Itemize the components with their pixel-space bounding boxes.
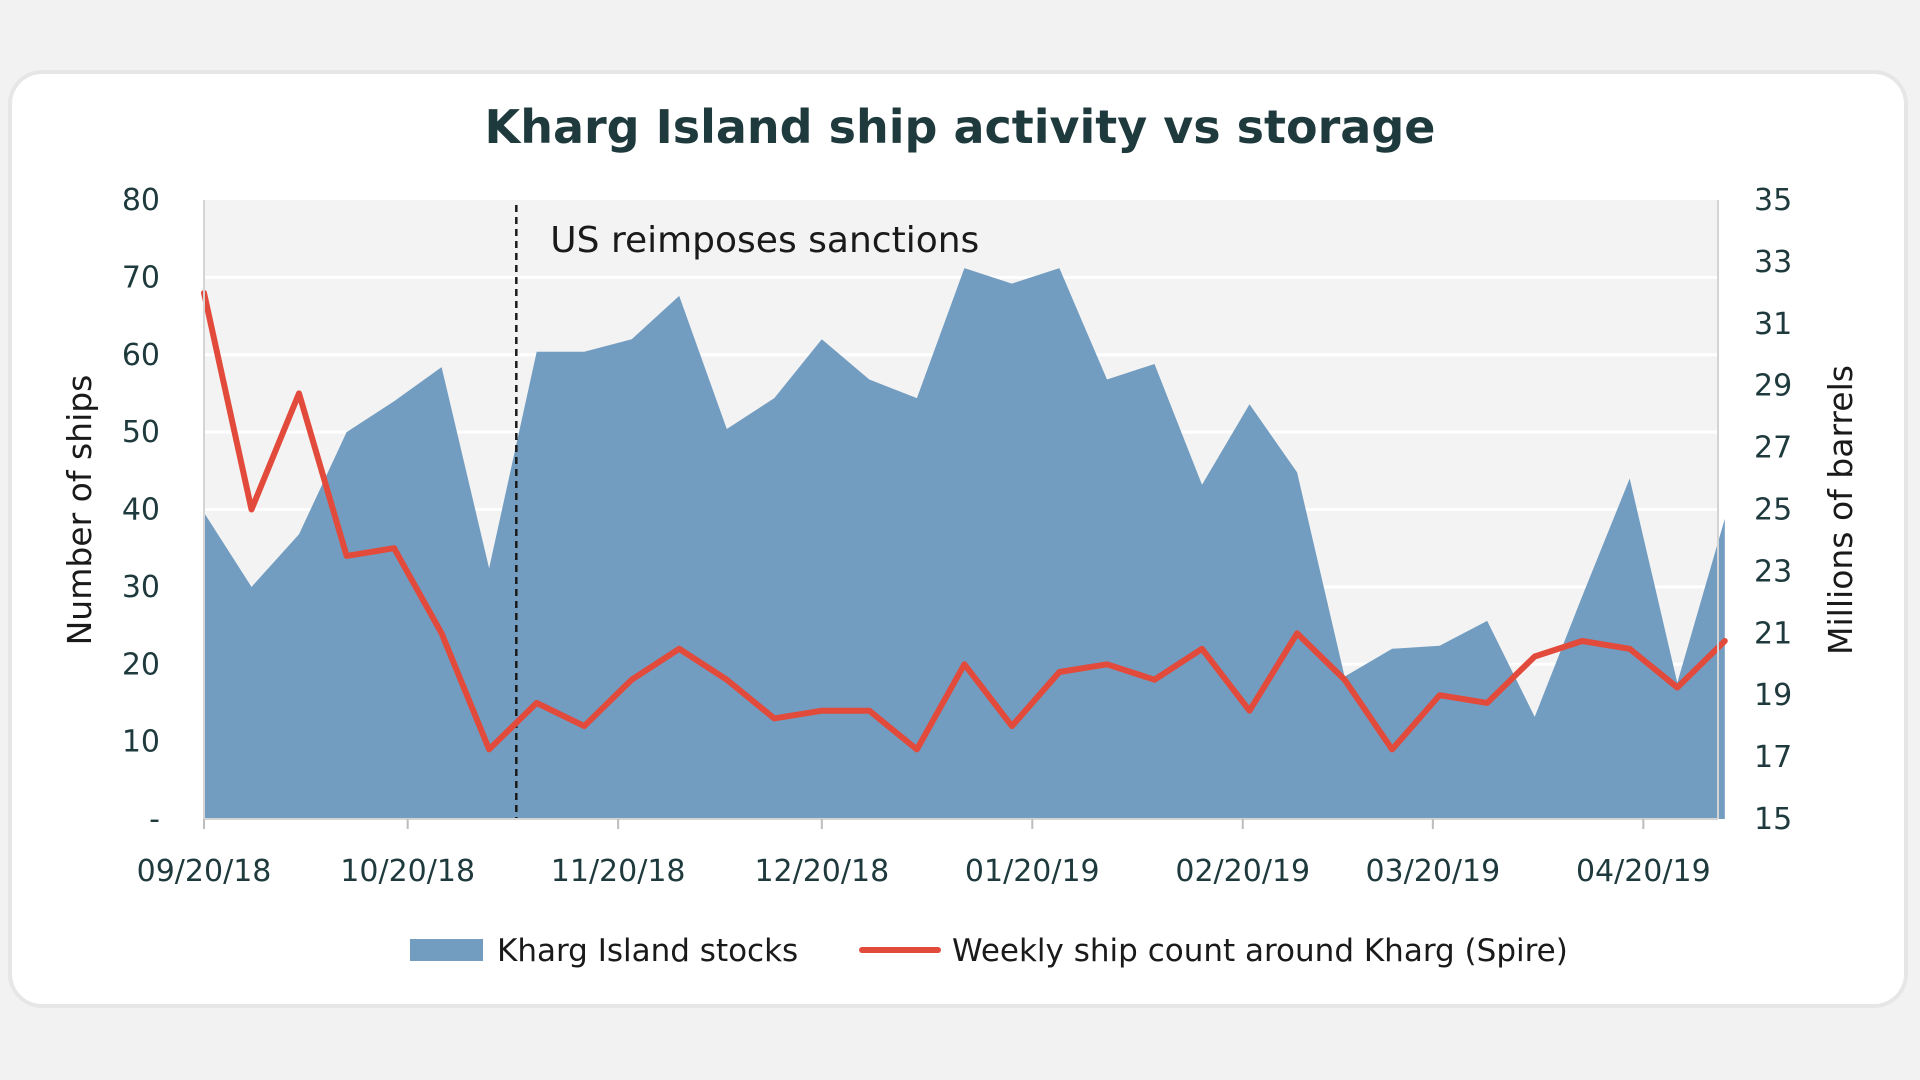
x-tick-label: 04/20/19 (1576, 854, 1711, 889)
chart-title: Kharg Island ship activity vs storage (485, 100, 1436, 154)
ship-count-line-layer (201, 289, 1728, 753)
legend: Kharg Island stocks Weekly ship count aro… (410, 933, 1568, 969)
y-right-tick-label: 31 (1754, 307, 1792, 342)
x-tick-label: 10/20/18 (340, 854, 475, 889)
y-right-tick-label: 27 (1754, 431, 1792, 466)
y-right-tick-label: 23 (1754, 554, 1792, 589)
y-right-tick-label: 33 (1754, 245, 1792, 280)
y-left-tick-label: - (149, 802, 160, 837)
y-left-tick-label: 30 (122, 570, 160, 605)
y-left-tick-label: 70 (122, 260, 160, 295)
y-right-tick-label: 35 (1754, 183, 1792, 218)
legend-label-ship-count: Weekly ship count around Kharg (Spire) (952, 933, 1568, 969)
legend-swatch-stocks (410, 939, 483, 961)
y-right-tick-label: 15 (1754, 802, 1792, 837)
y-axis-left-label: Number of ships (60, 375, 99, 646)
x-tick-label: 03/20/19 (1365, 854, 1500, 889)
x-tick-label: 12/20/18 (754, 854, 889, 889)
y-left-tick-label: 80 (122, 183, 160, 218)
annotation-layer: US reimposes sanctions (515, 205, 979, 819)
y-left-tick-label: 20 (122, 647, 160, 682)
y-right-tick-label: 19 (1754, 678, 1792, 713)
y-right-tick-label: 21 (1754, 616, 1792, 651)
x-tick-label: 01/20/19 (965, 854, 1100, 889)
x-tick-label: 02/20/19 (1175, 854, 1310, 889)
y-right-tick-label: 29 (1754, 369, 1792, 404)
ship-count-line (201, 289, 1728, 753)
y-left-tick-label: 50 (122, 415, 160, 450)
axes-layer: - 10 20 30 40 50 60 70 80 15 17 19 21 23 25 27 29 31 33 35 0… (122, 183, 1792, 889)
x-tick-label: 11/20/18 (551, 854, 686, 889)
y-right-tick-label: 25 (1754, 493, 1792, 528)
y-left-tick-label: 10 (122, 725, 160, 760)
sanctions-annotation: US reimposes sanctions (550, 220, 979, 261)
y-axis-right-label: Millions of barrels (1821, 365, 1860, 655)
y-left-tick-label: 60 (122, 338, 160, 373)
legend-label-stocks: Kharg Island stocks (497, 933, 798, 969)
x-tick-label: 09/20/18 (137, 854, 272, 889)
y-left-tick-label: 40 (122, 493, 160, 528)
y-right-tick-label: 17 (1754, 740, 1792, 775)
